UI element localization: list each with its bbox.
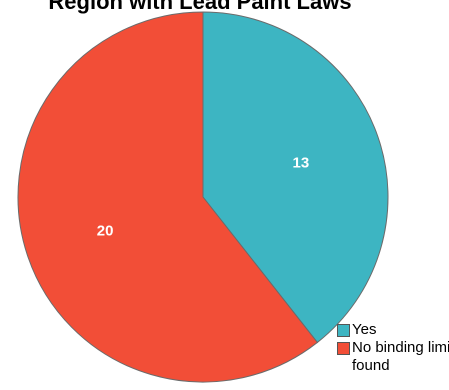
pie-data-labels: 13 20 bbox=[97, 155, 309, 240]
pie-slice-no-binding-limit bbox=[17, 11, 319, 383]
legend-swatch-no-binding-limit bbox=[337, 342, 350, 355]
legend: Yes No binding limit found bbox=[337, 321, 449, 375]
data-label-yes: 13 bbox=[293, 155, 310, 172]
legend-item-no-binding-limit: No binding limit found bbox=[337, 339, 449, 375]
legend-label-yes: Yes bbox=[352, 321, 377, 338]
pie-slice-yes bbox=[202, 11, 389, 344]
legend-swatch-yes bbox=[337, 324, 350, 337]
legend-label-no-binding-limit: No binding limit found bbox=[352, 339, 449, 374]
pie-slices bbox=[17, 11, 389, 383]
chart-title: Region with Lead Paint Laws bbox=[48, 0, 352, 14]
data-label-no-binding-limit: 20 bbox=[97, 222, 114, 239]
legend-item-yes: Yes bbox=[337, 321, 449, 339]
